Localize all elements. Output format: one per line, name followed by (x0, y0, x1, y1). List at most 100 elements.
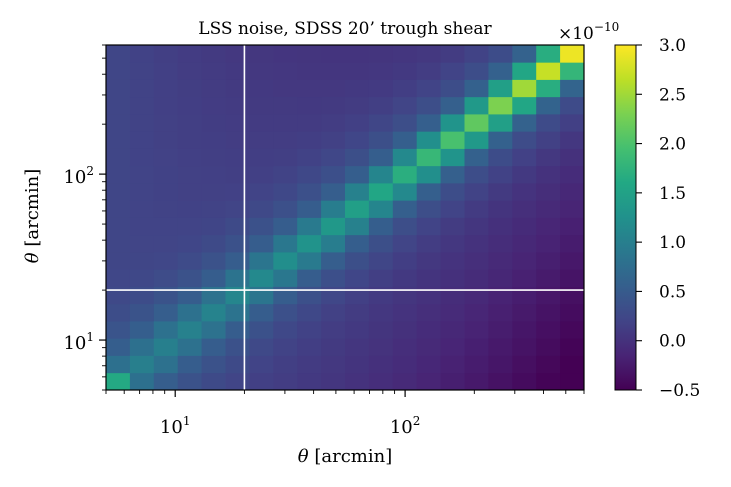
heatmap-cell (129, 45, 155, 63)
heatmap-cell (225, 321, 250, 339)
y-axis-label-theta: θ (22, 252, 43, 263)
heatmap-cell (416, 286, 441, 305)
heatmap-cell (153, 62, 179, 80)
heatmap-cell (225, 131, 250, 149)
heatmap-cell (464, 200, 489, 218)
heatmap-cell (560, 79, 585, 98)
heatmap-cell (488, 165, 513, 184)
heatmap-cell (249, 234, 274, 253)
heatmap-cell (512, 200, 537, 218)
colorbar-offset-base: ×10 (558, 24, 594, 44)
heatmap-cell (464, 131, 489, 149)
heatmap-cell (225, 165, 250, 184)
x-tick-exponent-100: 2 (413, 414, 421, 428)
heatmap-cell (297, 355, 322, 374)
heatmap-cell (249, 79, 274, 98)
heatmap-cell (201, 62, 226, 80)
heatmap-cell (273, 321, 298, 339)
heatmap-cell (297, 114, 322, 132)
heatmap-cell (488, 338, 513, 356)
chart-title: LSS noise, SDSS 20’ trough shear (198, 19, 492, 39)
heatmap-cell (512, 286, 537, 305)
colorbar-tick-label: 0.0 (659, 332, 686, 352)
heatmap-cell (249, 165, 274, 184)
heatmap-cell (153, 79, 179, 98)
heatmap-cell (464, 338, 489, 356)
heatmap-cell (201, 372, 226, 391)
heatmap-cell (416, 45, 441, 63)
heatmap-cell (249, 338, 274, 356)
heatmap-cell (273, 252, 298, 270)
heatmap-cell (129, 234, 155, 253)
heatmap-cell (345, 303, 370, 322)
heatmap-cell (416, 338, 441, 356)
heatmap-cell (464, 286, 489, 305)
heatmap-cell (512, 114, 537, 132)
heatmap-cell (488, 269, 513, 287)
heatmap-cell (106, 62, 131, 80)
heatmap-cell (201, 131, 226, 149)
heatmap-cell (153, 252, 179, 270)
heatmap-cell (464, 62, 489, 80)
heatmap-cell (225, 79, 250, 98)
heatmap-cell (129, 269, 155, 287)
heatmap-cell (273, 372, 298, 391)
heatmap-cell (177, 252, 202, 270)
heatmap-cell (225, 148, 250, 167)
heatmap-cell (392, 200, 418, 218)
heatmap-cell (106, 131, 131, 149)
y-axis-label: θ [arcmin] (22, 169, 43, 263)
heatmap-cell (560, 62, 585, 80)
heatmap-cell (153, 165, 179, 184)
heatmap-cell (129, 217, 155, 236)
heatmap-cell (273, 269, 298, 287)
heatmap-cell (153, 217, 179, 236)
heatmap-cell (345, 355, 370, 374)
heatmap-cell (177, 338, 202, 356)
heatmap-cell (297, 183, 322, 201)
heatmap-cell (129, 321, 155, 339)
heatmap-cell (129, 165, 155, 184)
heatmap-cell (201, 217, 226, 236)
heatmap-cell (368, 252, 394, 270)
heatmap-cell (225, 114, 250, 132)
heatmap-cell (249, 62, 274, 80)
heatmap-cell (560, 114, 585, 132)
x-axis-label-unit: [arcmin] (314, 446, 392, 467)
heatmap-cell (321, 148, 346, 167)
heatmap-cell (368, 114, 394, 132)
heatmap-cell (392, 252, 418, 270)
heatmap-cell (273, 165, 298, 184)
heatmap-cell (560, 148, 585, 167)
heatmap-cell (536, 286, 561, 305)
heatmap-cell (392, 62, 418, 80)
heatmap-cell (440, 96, 465, 115)
heatmap-cell (177, 372, 202, 391)
heatmap-cell (273, 131, 298, 149)
heatmap-cell (560, 45, 585, 63)
heatmap-cell (129, 183, 155, 201)
axis-ticks (99, 44, 585, 397)
heatmap-cell (106, 200, 131, 218)
heatmap-cell (129, 286, 155, 305)
heatmap-cell (249, 252, 274, 270)
heatmap-cell (297, 200, 322, 218)
heatmap-cell (464, 217, 489, 236)
colorbar-offset-exponent: −10 (594, 20, 619, 34)
heatmap-cell (273, 96, 298, 115)
y-axis-label-unit: [arcmin] (22, 169, 43, 247)
y-tick-label-100: 102 (63, 164, 94, 188)
heatmap-cell (177, 165, 202, 184)
colorbar-tick-label: 1.5 (659, 184, 686, 204)
heatmap-cell (440, 79, 465, 98)
heatmap-cell (416, 372, 441, 391)
heatmap-cell (106, 303, 131, 322)
heatmap-cell (536, 183, 561, 201)
heatmap-cell (321, 131, 346, 149)
heatmap-cell (345, 114, 370, 132)
heatmap-cell (560, 303, 585, 322)
heatmap-cell (512, 45, 537, 63)
reference-lines (106, 45, 584, 390)
heatmap-cell (225, 355, 250, 374)
heatmap-cell (201, 96, 226, 115)
